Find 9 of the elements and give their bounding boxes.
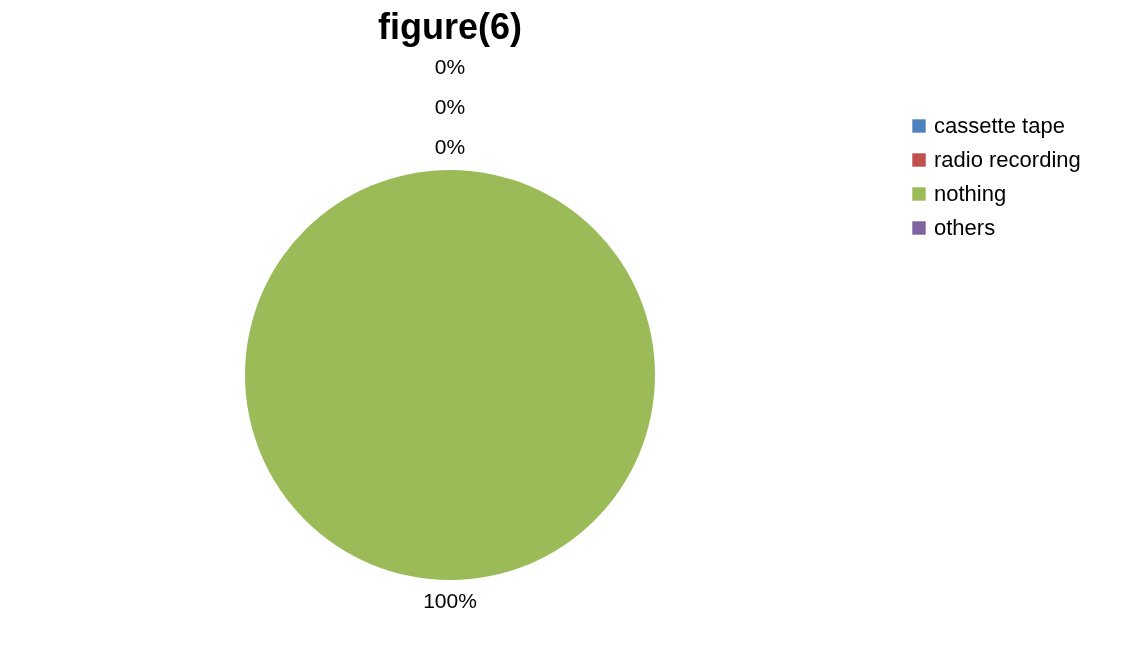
chart-title: figure(6) [378,6,522,47]
text: 0% [434,135,466,158]
text: 0% [434,55,466,78]
legend-label: others [934,215,996,240]
legend-label: cassette tape [934,113,1065,138]
data-label: 100% [423,589,477,612]
legend-label: radio recording [934,147,1081,172]
legend-label: nothing [934,181,1007,206]
text: 0% [434,95,466,118]
